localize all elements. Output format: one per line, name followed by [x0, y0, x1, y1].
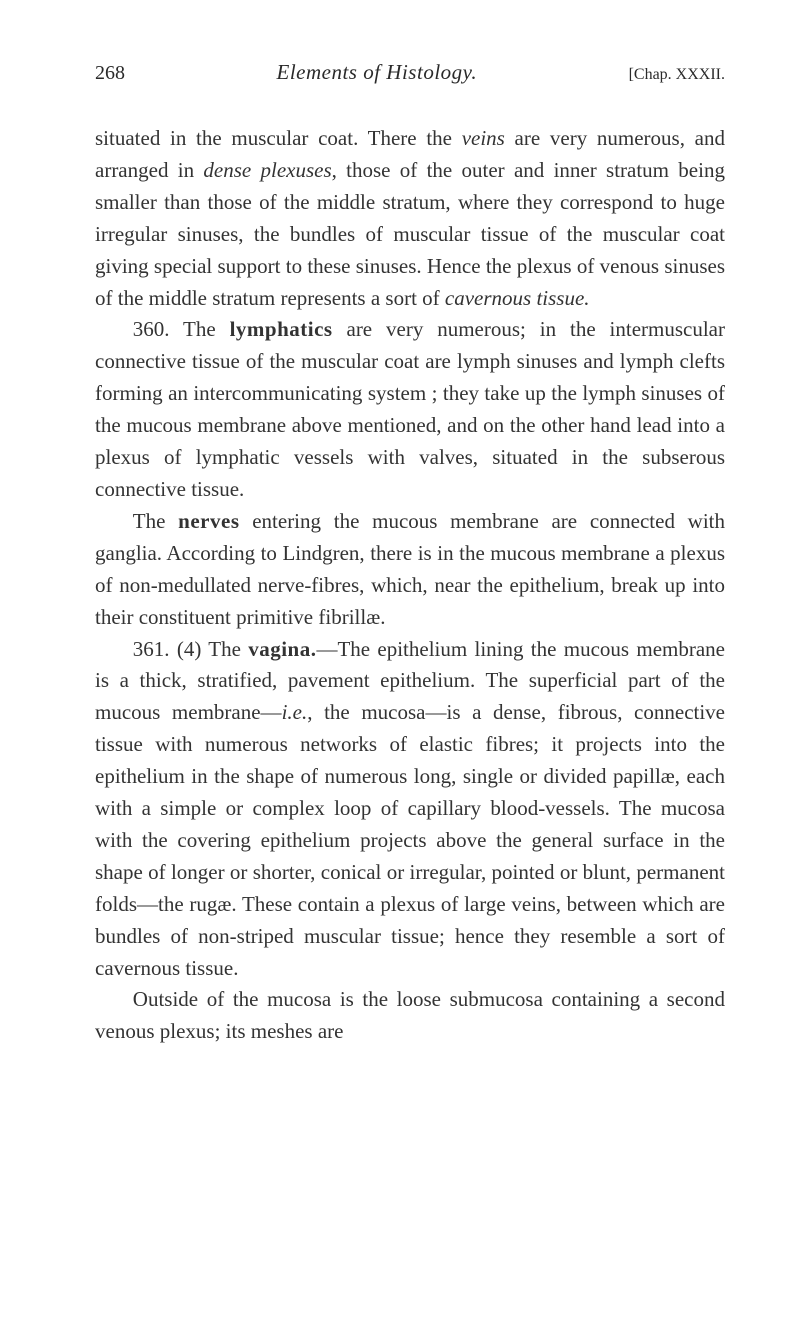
body-text: situated in the muscular coat. There the… [95, 123, 725, 1048]
italic-cavernous: cavernous tissue. [445, 286, 590, 310]
italic-dense-plexuses: dense plexuses [203, 158, 331, 182]
bold-vagina: vagina. [248, 637, 316, 661]
text-span: 360. The [133, 317, 230, 341]
text-span: The [133, 509, 178, 533]
chapter-reference: [Chap. XXXII. [629, 66, 725, 84]
paragraph-3: The nerves entering the mucous membrane … [95, 506, 725, 634]
italic-veins: veins [462, 126, 505, 150]
page-number: 268 [95, 62, 125, 85]
text-span: 361. (4) The [133, 637, 248, 661]
paragraph-5: Outside of the mucosa is the loose submu… [95, 984, 725, 1048]
page-container: 268 Elements of Histology. [Chap. XXXII.… [0, 0, 800, 1108]
header-title: Elements of Histology. [277, 60, 478, 85]
text-span: situated in the muscular coat. There the [95, 126, 462, 150]
bold-lymphatics: lymphatics [230, 317, 333, 341]
italic-ie: i.e. [282, 700, 308, 724]
page-header: 268 Elements of Histology. [Chap. XXXII. [95, 60, 725, 85]
bold-nerves: nerves [178, 509, 239, 533]
text-span: Outside of the mucosa is the loose submu… [95, 987, 725, 1043]
paragraph-1: situated in the muscular coat. There the… [95, 123, 725, 314]
paragraph-2: 360. The lymphatics are very numerous; i… [95, 314, 725, 505]
text-span: , the mucosa—is a dense, fibrous, connec… [95, 700, 725, 979]
paragraph-4: 361. (4) The vagina.—The epithelium lini… [95, 634, 725, 985]
text-span: are very numerous; in the intermuscular … [95, 317, 725, 501]
